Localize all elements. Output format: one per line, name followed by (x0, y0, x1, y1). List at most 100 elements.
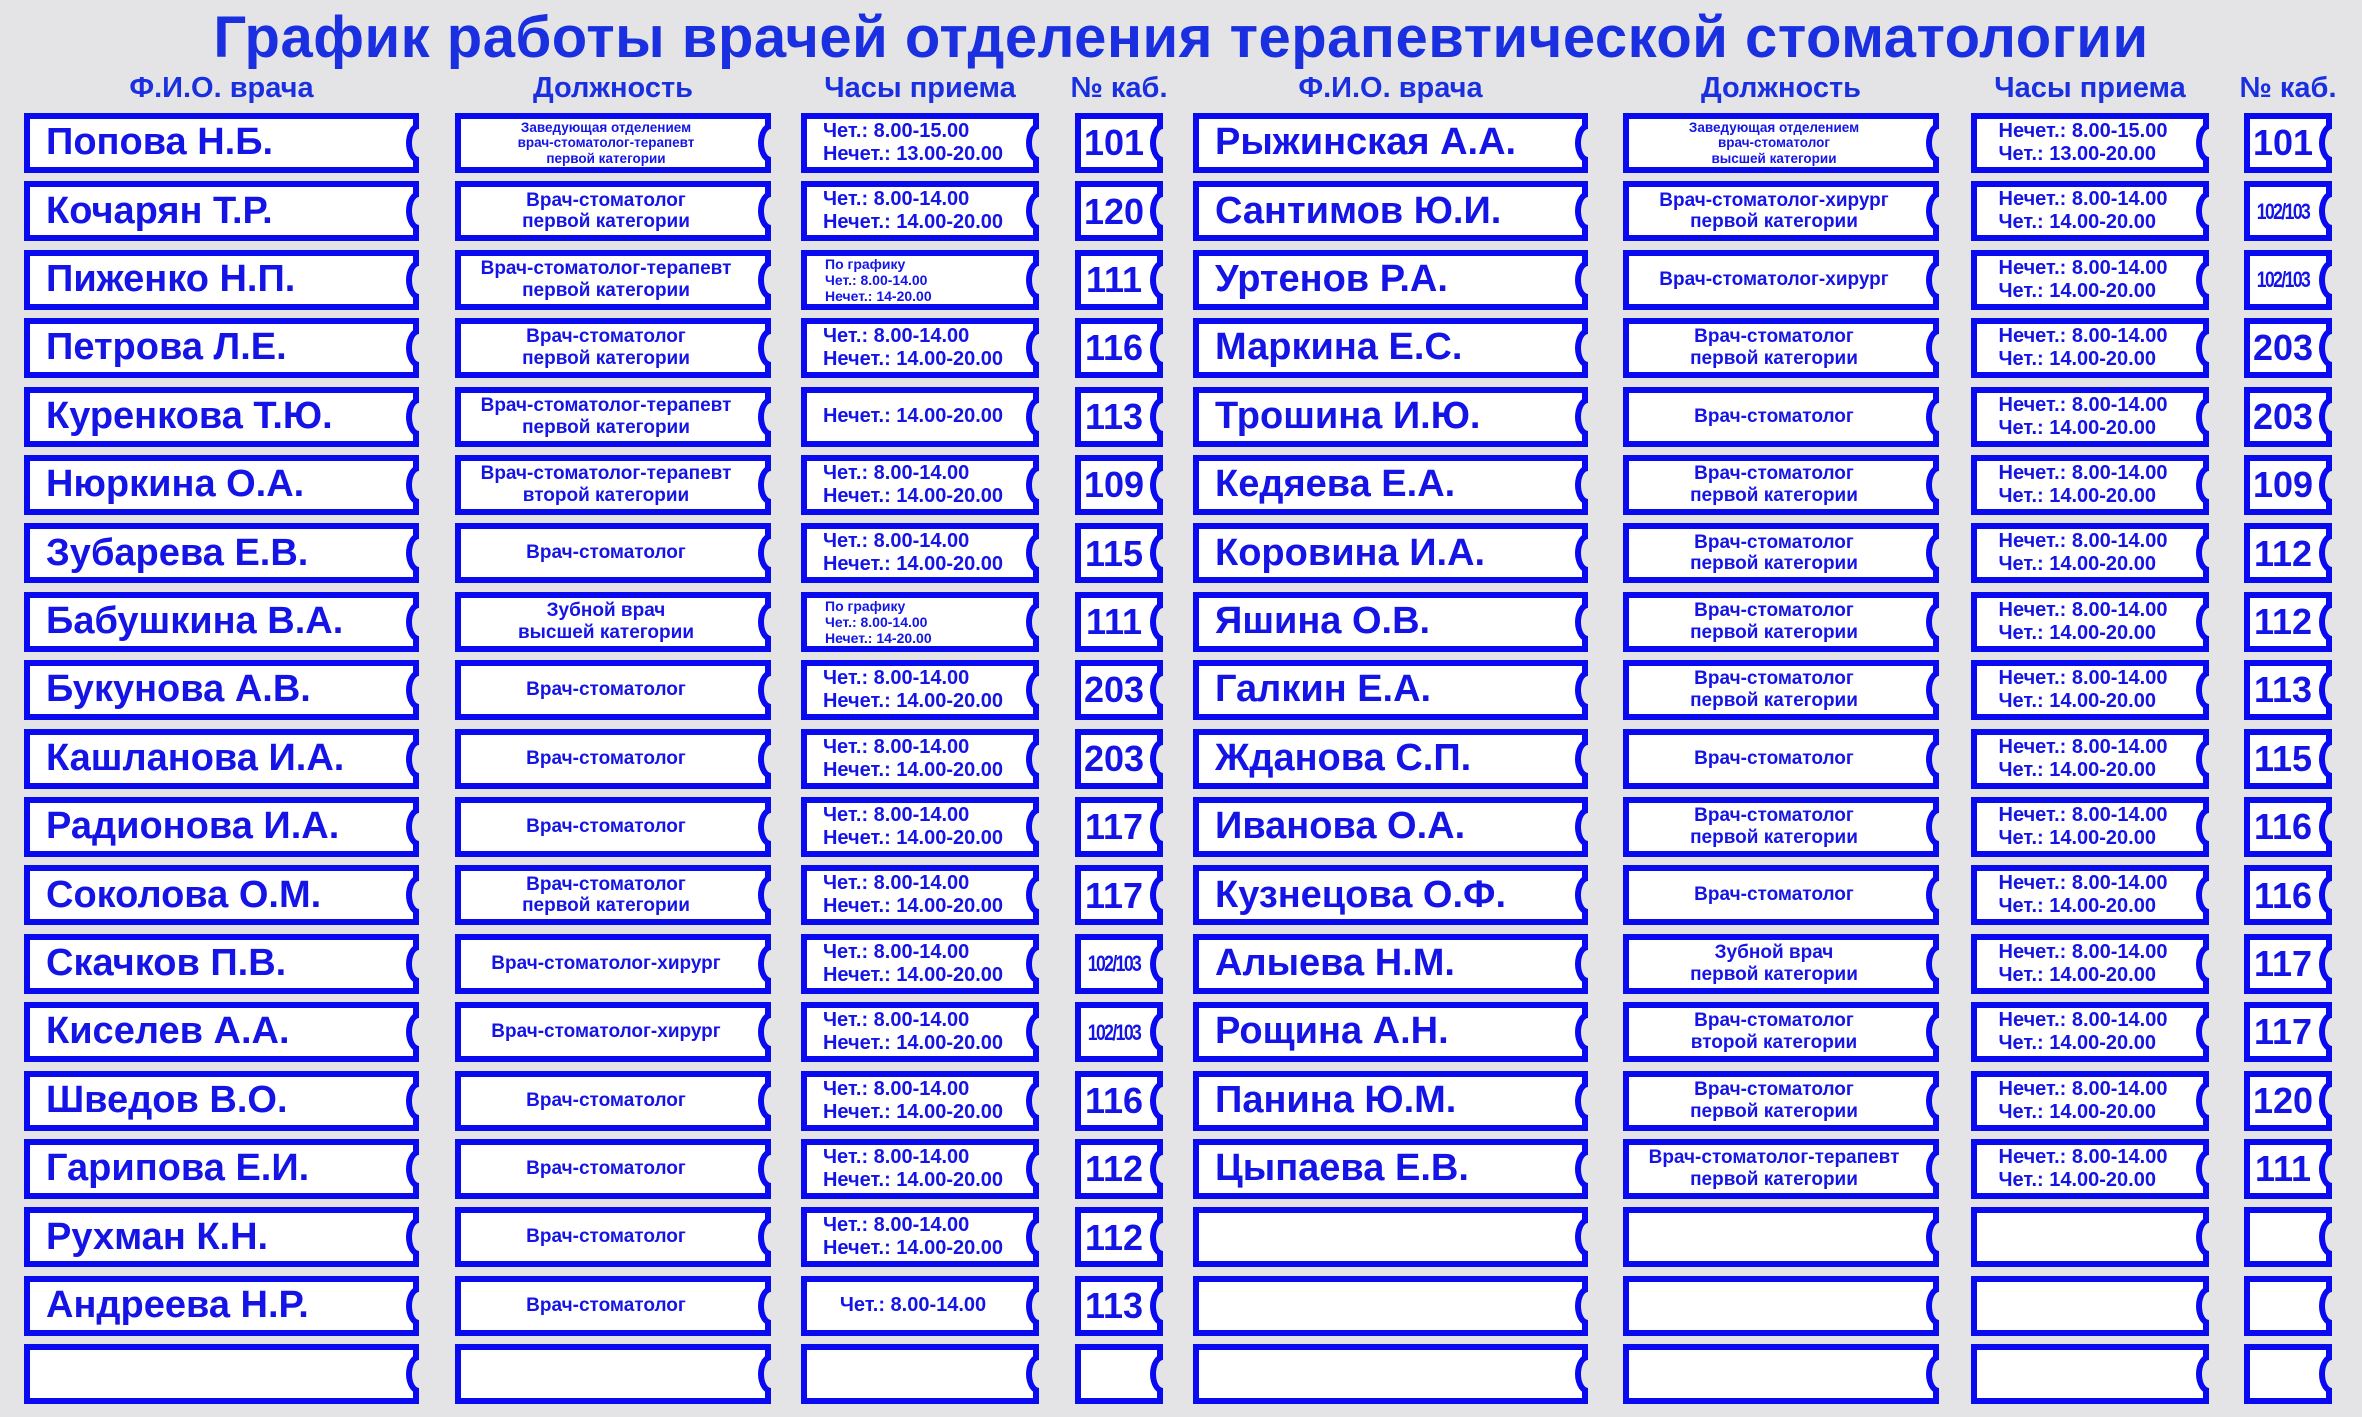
notch-decoration (1575, 1149, 1588, 1189)
cell-frame (1623, 113, 1939, 173)
notch-decoration (406, 1149, 419, 1189)
doctor-position-cell: Врач-стоматолог-хирург (455, 933, 771, 994)
notch-decoration (758, 875, 771, 916)
doctor-name (1201, 1350, 1566, 1398)
doctor-position-cell (1623, 1344, 1939, 1405)
notch-decoration (2196, 328, 2209, 369)
doctor-name: Петрова Л.Е. (46, 326, 287, 369)
doctor-position-cell: Врач-стоматолог (455, 1275, 771, 1336)
doctor-name: Уртенов Р.А. (1215, 257, 1448, 300)
doctor-hours-cell: Нечет.: 8.00-14.00 Чет.: 14.00-20.00 (1971, 523, 2209, 584)
doctor-position: Врач-стоматолог-хирург (491, 952, 721, 974)
doctor-name: Кедяева Е.А. (1215, 463, 1456, 506)
doctor-name-cell: Куренкова Т.Ю. (24, 386, 419, 447)
cell-frame (455, 455, 771, 515)
notch-decoration (1575, 738, 1588, 779)
cell-frame (1193, 386, 1588, 447)
doctor-room-cell: 113 (2244, 660, 2332, 721)
notch-decoration (2196, 1080, 2209, 1121)
doctor-hours: Нечет.: 8.00-14.00 Чет.: 14.00-20.00 (1998, 1009, 2168, 1055)
doctor-hours-cell: Нечет.: 8.00-14.00 Чет.: 14.00-20.00 (1971, 728, 2209, 789)
doctor-hours: Чет.: 8.00-14.00 (839, 1294, 987, 1317)
doctor-position-cell: Врач-стоматолог-терапевт второй категори… (455, 455, 771, 515)
notch-decoration (2196, 943, 2209, 984)
notch-decoration (406, 601, 419, 642)
doctor-name: Кузнецова О.Ф. (1215, 873, 1507, 916)
doctor-hours-cell: Нечет.: 8.00-14.00 Чет.: 14.00-20.00 (1971, 797, 2209, 857)
doctor-hours-cell: Чет.: 8.00-14.00 Нечет.: 14.00-20.00 (801, 1139, 1039, 1199)
doctor-room-cell: 203 (2244, 318, 2332, 379)
doctor-position: Врач-стоматолог-терапевт первой категори… (480, 394, 732, 438)
notch-decoration (1926, 670, 1939, 711)
doctor-name: Галкин Е.А. (1215, 668, 1432, 711)
notch-decoration (2319, 1012, 2332, 1053)
notch-decoration (1575, 191, 1588, 232)
doctor-position: Врач-стоматолог первой категории (1690, 326, 1858, 370)
notch-decoration (406, 328, 419, 369)
doctor-position-cell: Врач-стоматолог-терапевт первой категори… (1623, 1139, 1939, 1199)
doctor-room-cell: 203 (2244, 386, 2332, 447)
doctor-room: 101 (2252, 122, 2314, 164)
cell-frame (24, 933, 419, 994)
notch-decoration (1926, 1354, 1939, 1395)
doctor-room: 115 (1084, 532, 1144, 574)
doctor-position: Врач-стоматолог первой категории (1690, 1078, 1858, 1122)
doctor-name-cell: Соколова О.М. (24, 865, 419, 926)
notch-decoration (1150, 328, 1163, 369)
doctor-position: Врач-стоматолог первой категории (1690, 463, 1858, 506)
notch-decoration (1150, 1354, 1163, 1395)
doctor-hours-cell: Нечет.: 8.00-14.00 Чет.: 14.00-20.00 (1971, 1139, 2209, 1199)
cell-frame (1623, 797, 1939, 857)
column-header-hours: Часы приема (1994, 72, 2186, 104)
notch-decoration (1926, 875, 1939, 916)
doctor-name: Цыпаева Е.В. (1215, 1147, 1469, 1190)
doctor-position: Врач-стоматолог-хирург первой категории (1659, 189, 1889, 233)
doctor-room-cell: 112 (1075, 1139, 1163, 1199)
notch-decoration (406, 1012, 419, 1053)
doctor-hours-cell: Чет.: 8.00-14.00 Нечет.: 14.00-20.00 (801, 1207, 1039, 1268)
cell-frame (24, 660, 419, 721)
doctor-name-cell: Кашланова И.А. (24, 728, 419, 789)
cell-frame (1623, 386, 1939, 447)
cell-frame (1193, 728, 1588, 789)
cell-frame (801, 660, 1039, 721)
doctor-hours-cell: Чет.: 8.00-14.00 Нечет.: 14.00-20.00 (801, 660, 1039, 721)
cell-frame (1623, 933, 1939, 994)
doctor-position-cell: Врач-стоматолог (455, 1070, 771, 1131)
cell-frame (801, 728, 1039, 789)
doctor-room: 112 (2253, 601, 2313, 643)
doctor-room: 113 (2253, 669, 2313, 711)
doctor-position: Зубной врач высшей категории (517, 599, 695, 643)
doctor-name-cell: Жданова С.П. (1193, 728, 1588, 789)
notch-decoration (406, 1354, 419, 1395)
notch-decoration (1926, 123, 1939, 163)
notch-decoration (1026, 1149, 1039, 1189)
cell-frame (1075, 660, 1163, 721)
notch-decoration (1150, 1217, 1163, 1258)
doctor-room-cell: 116 (2244, 797, 2332, 857)
notch-decoration (406, 259, 419, 300)
cell-frame (24, 591, 419, 652)
doctor-room-cell (2244, 1275, 2332, 1336)
cell-frame (455, 523, 771, 584)
doctor-hours-cell: Чет.: 8.00-14.00 Нечет.: 14.00-20.00 (801, 797, 1039, 857)
cell-frame (1971, 865, 2209, 926)
doctor-room-cell: 117 (2244, 1002, 2332, 1063)
doctor-position-cell: Врач-стоматолог (455, 728, 771, 789)
column-header-room: № каб. (1070, 72, 1168, 104)
cell-frame (455, 728, 771, 789)
doctor-position: Врач-стоматолог первой категории (1690, 668, 1858, 712)
doctor-position: Врач-стоматолог (1694, 747, 1854, 769)
doctor-room-cell: 117 (2244, 933, 2332, 994)
notch-decoration (1026, 396, 1039, 437)
doctor-name-cell: Гарипова Е.И. (24, 1139, 419, 1199)
doctor-name: Андреева Н.Р. (46, 1283, 309, 1326)
notch-decoration (1150, 807, 1163, 847)
doctor-room: 112 (1084, 1148, 1144, 1190)
doctor-hours (809, 1350, 1017, 1398)
notch-decoration (1926, 1149, 1939, 1189)
doctor-position: Врач-стоматолог (526, 1226, 686, 1248)
doctor-room: 117 (2253, 1011, 2313, 1053)
cell-frame (24, 1207, 419, 1268)
cell-frame (1193, 1207, 1588, 1268)
